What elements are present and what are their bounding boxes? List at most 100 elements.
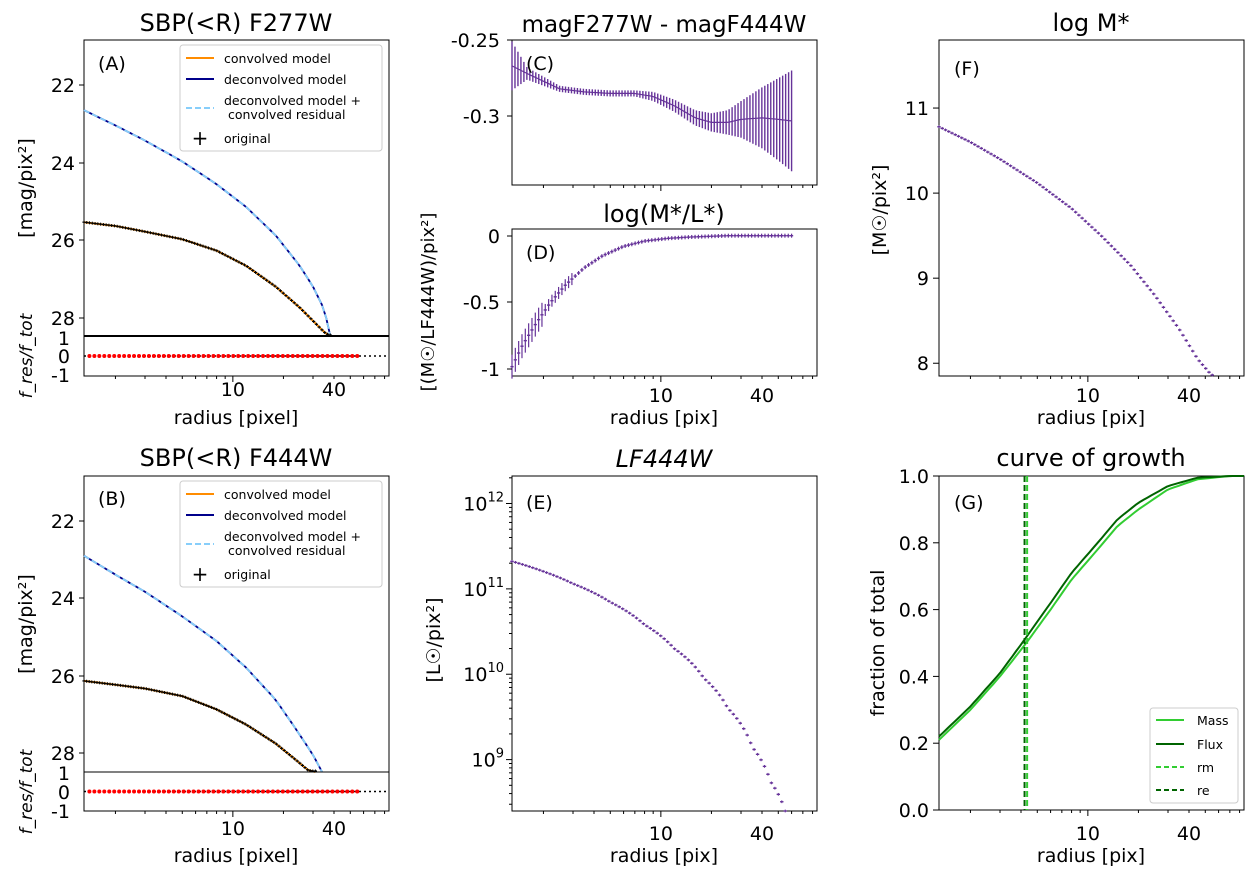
residual-point [350,354,355,358]
y-tick-label: 10 [905,183,929,205]
panel-d: log(M*/L*) (D) 0 -0.5 -1 [(M☉/LF444W)/pi… [418,200,818,429]
panel-b-ytick-label: 24 [51,588,75,610]
residual-point [290,789,295,794]
mass-curve [938,475,1244,741]
panel-a-resid-ylabel: f_res/f_tot [17,312,37,398]
panel-a-ylabel: [mag/pix²] [15,138,37,238]
residual-point [141,789,146,794]
panel-d-ytick-label: -1 [481,359,500,381]
residual-point [87,354,92,358]
legend-label-rm: rm [1197,760,1214,775]
residual-point [191,354,196,358]
y-tick-label: 1010 [463,661,504,686]
panel-g-frame [938,475,1245,811]
residual-point [112,789,117,794]
panel-c-ytick-label: -0.3 [463,106,500,128]
panel-f-xlabel: radius [pix] [1037,407,1145,429]
residual-point [201,789,206,794]
panel-b-yticks: 22 24 26 28 [51,511,84,765]
residual-point [156,354,161,358]
y-tick-label: 1012 [463,491,504,516]
panel-b-ytick-label: 28 [51,743,75,765]
y-tick-label: 0.4 [899,666,929,688]
panel-f-label: (F) [954,58,980,80]
residual-point [295,789,300,794]
panel-g-yticks: 0.0 0.2 0.4 0.6 0.8 1.0 [899,466,939,822]
residual-point [345,789,350,794]
legend-frame [1149,707,1239,804]
convolved-model-line [83,679,316,773]
panel-a-ytick-label: 22 [51,75,75,97]
panel-b-label: (B) [98,488,126,510]
panel-f-ylabel: [M☉/pix²] [869,165,891,256]
panel-e-ylabel: [L☉/pix²] [423,597,445,682]
y-tick-exponent: 12 [487,491,504,506]
residual-point [107,354,112,358]
panel-a: SBP(<R) F277W (A) 22 24 26 28 [mag/pix²]… [15,9,390,429]
panel-d-label: (D) [526,242,555,264]
legend-label-convolved: convolved model [224,51,331,66]
residual-point [320,354,325,358]
residual-point [146,354,151,358]
residual-point [226,789,231,794]
deconv-resid-line [83,109,332,337]
residual-point [161,354,166,358]
panel-a-title: SBP(<R) F277W [140,9,333,37]
panel-d-plot [510,233,794,379]
panel-d-frame [511,228,818,377]
residual-point [275,354,280,358]
panel-a-plot [82,109,332,337]
panel-b-title: SBP(<R) F444W [140,444,333,472]
panel-a-label: (A) [98,53,126,75]
panel-f-title: log M* [1053,9,1130,37]
legend-label-deconv-resid: deconvolved model + convolved residual [224,93,361,122]
panel-d-ytick-label: -0.5 [463,292,500,314]
panel-b-resid-ytick: 1 [58,763,70,785]
residual-point [127,789,132,794]
residual-point [87,789,92,794]
residual-point [102,354,107,358]
residual-point [216,354,221,358]
panel-b-resid-ytick: 0 [58,782,70,804]
panel-c-title: magF277W - magF444W [522,12,807,38]
residual-point [122,354,127,358]
panel-c-label: (C) [526,53,554,75]
residual-point [166,354,171,358]
panel-d-title: log(M*/L*) [603,200,724,228]
residual-point [261,789,266,794]
residual-point [251,354,256,358]
y-tick-exponent: 11 [487,576,504,591]
x-tick-label: 40 [750,385,774,407]
residual-point [265,789,270,794]
residual-point [340,354,345,358]
legend-label-deconvolved: deconvolved model [224,72,347,87]
residual-point [300,789,305,794]
panel-c-frame [511,39,818,186]
residual-point [181,354,186,358]
panel-a-resid-plot [84,335,389,358]
x-tick-label: 40 [322,818,346,840]
legend-label-mass: Mass [1197,713,1228,728]
y-tick-label: 0.0 [899,800,929,822]
residual-point [236,354,241,358]
x-tick-label: 40 [1177,823,1201,845]
y-tick-label: 1.0 [899,466,929,488]
residual-point [241,354,246,358]
residual-point [290,354,295,358]
y-tick-label: 9 [917,268,929,290]
panel-d-xlabel: radius [pix] [610,407,718,429]
residual-point [280,789,285,794]
legend-label-deconvolved: deconvolved model [224,508,347,523]
residual-point [241,789,246,794]
panel-e-title: LF444W [616,445,714,473]
residual-point [151,354,156,358]
residual-point [146,789,151,794]
panel-b-xticks: 10 40 [114,811,386,840]
residual-point [320,789,325,794]
panel-e-label: (E) [526,492,553,514]
residual-point [256,789,261,794]
residual-point [201,354,206,358]
residual-point [256,354,261,358]
residual-point [226,354,231,358]
